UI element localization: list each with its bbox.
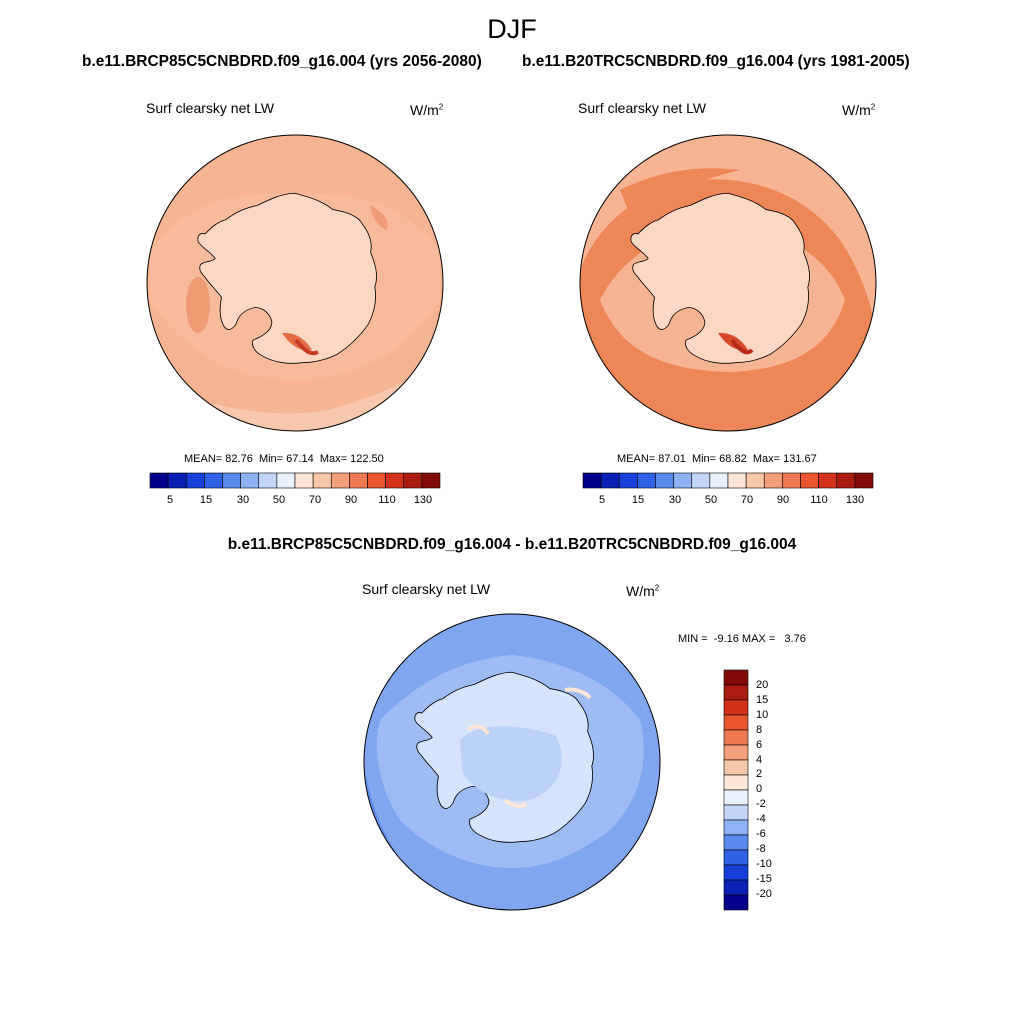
colorbar-swatch [723,864,749,881]
colorbar-swatch [673,472,693,489]
colorbar-swatch [709,472,729,489]
cb2-tick: 130 [845,494,865,506]
colorbar-swatch [723,714,749,731]
cb2-tick: 15 [631,494,645,506]
cb1-tick: 70 [308,494,322,506]
colorbar-3 [723,669,749,911]
cb2-tick: 70 [740,494,754,506]
colorbar-swatch [723,744,749,761]
panel-1-variable: Surf clearsky net LW [146,100,275,116]
colorbar-swatch [763,472,783,489]
colorbar-swatch [421,472,441,489]
panel-2-case-title: b.e11.B20TRC5CNBDRD.f09_g16.004 (yrs 198… [522,53,910,70]
colorbar-swatch [727,472,747,489]
cb1-tick: 5 [166,494,174,506]
colorbar-swatch [723,819,749,836]
colorbar-swatch [403,472,423,489]
cb3-tick: 6 [756,739,763,751]
colorbar-swatch [723,894,749,911]
colorbar-swatch [149,472,169,489]
colorbar-swatch [258,472,278,489]
cb1-tick: 130 [413,494,433,506]
colorbar-swatch [637,472,656,489]
panel-1-units: W/m2 [410,102,444,118]
colorbar-swatch [723,669,749,686]
colorbar-swatch [854,472,874,489]
cb3-tick: 4 [756,754,763,766]
colorbar-swatch [691,472,711,489]
panel-1-map [147,135,443,431]
colorbar-swatch [185,472,205,489]
colorbar-swatch [723,804,749,821]
colorbar-swatch [723,879,749,896]
cb3-tick: -6 [756,828,766,840]
colorbar-swatch [349,472,368,489]
cb2-tick: 110 [810,494,828,506]
colorbar-swatch [204,472,223,489]
colorbar-swatch [745,472,765,489]
panel-2-map [580,135,876,431]
cb2-tick: 30 [668,494,682,506]
panel-1-case-title: b.e11.BRCP85C5CNBDRD.f09_g16.004 (yrs 20… [82,53,482,70]
colorbar-swatch [818,472,838,489]
colorbar-swatch [367,472,386,489]
colorbar-swatch [723,684,749,701]
figure-title: DJF [487,14,537,44]
cb2-tick: 90 [776,494,790,506]
colorbar-swatch [723,774,749,791]
panel-1-stats: MEAN= 82.76 Min= 67.14 Max= 122.50 [184,453,384,465]
colorbar-swatch [618,472,638,489]
cb2-tick: 50 [704,494,718,506]
colorbar-swatch [723,759,749,776]
colorbar-swatch [222,472,241,489]
diff-title: b.e11.BRCP85C5CNBDRD.f09_g16.004 - b.e11… [227,536,797,553]
diff-minmax: MIN = -9.16 MAX = 3.76 [678,633,806,645]
cb3-tick: 8 [756,724,763,736]
colorbar-swatch [330,472,350,489]
panel-2-variable: Surf clearsky net LW [578,100,707,116]
diff-units: W/m2 [626,583,660,599]
diff-variable: Surf clearsky net LW [362,581,491,597]
cb1-tick: 110 [378,494,396,506]
colorbar-swatch [240,472,260,489]
cb3-tick: 0 [756,783,763,795]
panel-2-stats: MEAN= 87.01 Min= 68.82 Max= 131.67 [617,453,817,465]
colorbar-swatch [723,729,749,746]
diff-map [364,614,660,910]
colorbar-swatch [655,472,674,489]
cb1-tick: 50 [272,494,286,506]
colorbar-swatch [723,849,749,866]
cb3-tick: 2 [756,768,763,780]
colorbar-swatch [836,472,856,489]
cb3-tick: -15 [756,873,772,885]
cb1-tick: 90 [344,494,358,506]
cb3-tick: -8 [756,843,766,855]
colorbar-swatch [167,472,187,489]
colorbar-swatch [723,699,749,716]
cb2-tick: 5 [598,494,606,506]
colorbar-swatch [723,834,749,851]
colorbar-swatch [385,472,405,489]
colorbar-2 [582,472,874,489]
colorbar-swatch [294,472,314,489]
colorbar-swatch [312,472,332,489]
panel-2-units: W/m2 [842,102,876,118]
colorbar-1 [149,472,441,489]
cb1-tick: 30 [236,494,250,506]
colorbar-swatch [600,472,620,489]
colorbar-swatch [582,472,602,489]
cb3-tick: -20 [756,888,772,900]
colorbar-swatch [782,472,801,489]
cb3-tick: 15 [756,694,769,706]
colorbar-swatch [723,789,749,806]
cb1-tick: 15 [199,494,213,506]
colorbar-swatch [800,472,819,489]
cb3-tick: -10 [756,858,772,870]
cb3-tick: 10 [756,709,769,721]
cb3-tick: -4 [756,813,766,825]
cb3-tick: 20 [756,679,769,691]
colorbar-swatch [276,472,296,489]
cb3-tick: -2 [756,798,766,810]
